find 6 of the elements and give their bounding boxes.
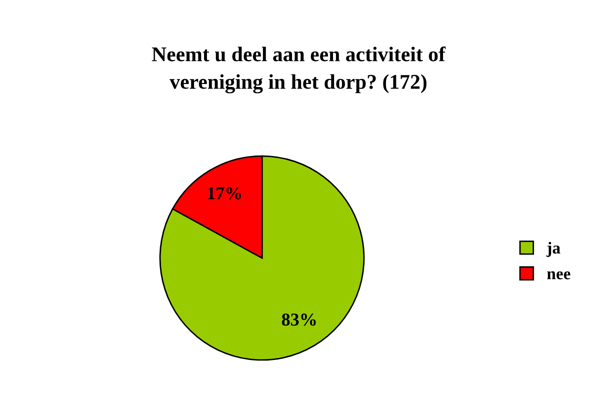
legend-label: nee [547, 271, 570, 280]
chart-title: Neemt u deel aan een activiteit of vereniging in het dorp? (172) [152, 46, 446, 94]
data-label: 83% [282, 314, 316, 326]
legend-label: ja [546, 242, 560, 257]
data-label: 17% [208, 187, 241, 200]
pie-slice [159, 155, 365, 361]
